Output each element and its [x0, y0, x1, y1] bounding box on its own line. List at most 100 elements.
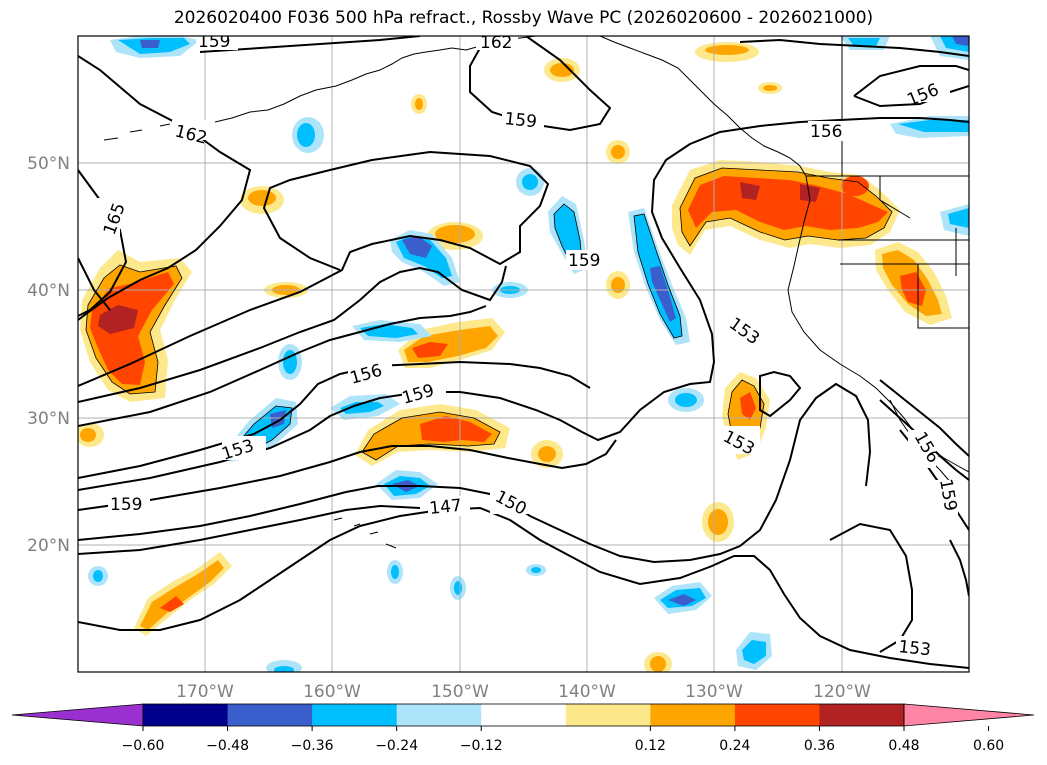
- map-gridlines: [78, 36, 969, 672]
- colorbar-tick-label: −0.36: [291, 738, 334, 754]
- colorbar-cells: [11, 703, 1035, 727]
- positive-anomaly-region: [415, 98, 423, 110]
- negative-anomaly-region: [454, 581, 462, 595]
- positive-anomaly-region: [688, 176, 888, 230]
- lat-label: 40°N: [27, 281, 70, 301]
- contour-line: [949, 539, 969, 597]
- contour-line: [199, 36, 421, 53]
- positive-anomaly-region: [841, 176, 869, 196]
- negative-anomaly-region: [531, 567, 541, 573]
- page-title: 2026020400 F036 500 hPa refract., Rossby…: [173, 8, 874, 28]
- positive-anomaly-region: [740, 392, 756, 420]
- colorbar-cell: [565, 704, 651, 726]
- canada-provinces: [841, 36, 911, 219]
- contour-line: [78, 257, 111, 311]
- colorbar-tick-label: 0.12: [635, 738, 666, 754]
- positive-anomaly-region: [160, 596, 184, 612]
- positive-anomaly-region: [611, 277, 625, 293]
- positive-anomaly-region: [900, 272, 926, 306]
- contour-line: [78, 504, 421, 555]
- lon-label: 140°W: [558, 682, 616, 702]
- anomaly-outline: [633, 213, 683, 339]
- lon-label: 170°W: [176, 682, 234, 702]
- negative-anomaly-region: [140, 40, 160, 48]
- contour-line: [78, 265, 507, 403]
- contour-label: 159: [198, 32, 230, 52]
- negative-anomaly-region: [522, 174, 538, 190]
- positive-anomaly-region: [435, 225, 475, 243]
- aleutian-islands: [103, 123, 196, 141]
- colorbar-tick-label: 0.36: [804, 738, 835, 754]
- positive-anomaly-region: [98, 305, 138, 334]
- contour-line: [78, 439, 617, 511]
- colorbar-cell: [734, 704, 820, 726]
- positive-anomaly-region: [708, 509, 728, 535]
- colorbar-extend-min: [11, 703, 144, 727]
- contour-line: [78, 150, 550, 387]
- contour-labels: 159 162 159 162 156 156 165 159 156 159 …: [96, 32, 960, 660]
- negative-anomaly-region: [93, 570, 103, 582]
- colorbar-tick-label: 0.24: [719, 738, 750, 754]
- colorbar-tick-label: −0.12: [460, 738, 503, 754]
- lat-label: 20°N: [27, 536, 70, 556]
- anomaly-outline: [361, 411, 501, 461]
- contour-line: [853, 65, 969, 108]
- colorbar-frame: [142, 703, 905, 727]
- positive-anomaly-region: [412, 342, 448, 358]
- positive-anomaly-region: [550, 63, 574, 77]
- negative-anomaly-region: [274, 666, 294, 672]
- negative-anomaly-region: [898, 120, 969, 132]
- map-frame: [77, 35, 970, 673]
- contour-line: [78, 55, 252, 321]
- colorbar-cell: [312, 704, 398, 726]
- negative-anomaly-region: [742, 640, 766, 664]
- contour-label: 156: [810, 122, 842, 142]
- longitude-labels: 170°W 160°W 150°W 140°W 130°W 120°W: [176, 682, 871, 702]
- colorbar-cell: [650, 704, 736, 726]
- positive-anomaly-region: [80, 428, 96, 442]
- colorbar-cell: [481, 704, 567, 726]
- anomaly-outline: [679, 167, 893, 247]
- contour-line: [78, 360, 591, 479]
- negative-anomaly-region: [340, 402, 384, 414]
- positive-anomaly-region: [740, 182, 760, 200]
- colorbar-cell: [396, 704, 482, 726]
- latitude-labels: 50°N 40°N 30°N 20°N: [27, 154, 70, 556]
- positive-anomaly-region: [140, 560, 224, 630]
- colorbar-tick-label: 0.48: [888, 738, 919, 754]
- hawaii-islands: [333, 517, 397, 549]
- contour-line: [78, 117, 969, 491]
- refractivity-contours: [78, 36, 969, 669]
- anomaly-shading: [78, 36, 969, 672]
- colorbar-tick-label: −0.60: [122, 738, 165, 754]
- lat-label: 30°N: [27, 409, 70, 429]
- contour-line: [78, 506, 969, 669]
- colorbar-tick-label: −0.24: [375, 738, 418, 754]
- colorbar-tick-label: 0.60: [973, 738, 1004, 754]
- colorbar-extend-max: [903, 703, 1035, 727]
- contour-line: [879, 379, 969, 457]
- positive-anomaly-region: [800, 184, 820, 202]
- negative-anomaly-region: [948, 208, 969, 228]
- lat-label: 50°N: [27, 154, 70, 174]
- positive-anomaly-region: [650, 656, 666, 672]
- lon-label: 160°W: [303, 682, 361, 702]
- contour-line: [78, 382, 872, 564]
- contour-label: 159: [503, 109, 537, 132]
- anomaly-outline: [85, 264, 183, 395]
- colorbar-cell: [819, 704, 905, 726]
- negative-anomaly-region: [297, 123, 315, 147]
- positive-anomaly-region: [611, 145, 625, 159]
- negative-anomaly-region: [650, 266, 676, 322]
- negative-anomaly-region: [391, 565, 399, 579]
- positive-anomaly-region: [538, 446, 556, 462]
- contour-line: [469, 36, 612, 132]
- contour-line: [78, 305, 487, 427]
- negative-anomaly-region: [668, 594, 696, 606]
- colorbar-cell: [227, 704, 313, 726]
- colorbar-ticks: −0.60 −0.48 −0.36 −0.24 −0.12 0.12 0.24 0.36 0.4…: [122, 726, 1004, 754]
- lon-label: 130°W: [685, 682, 743, 702]
- colorbar-cell: [143, 704, 229, 726]
- contour-label: 162: [480, 33, 512, 53]
